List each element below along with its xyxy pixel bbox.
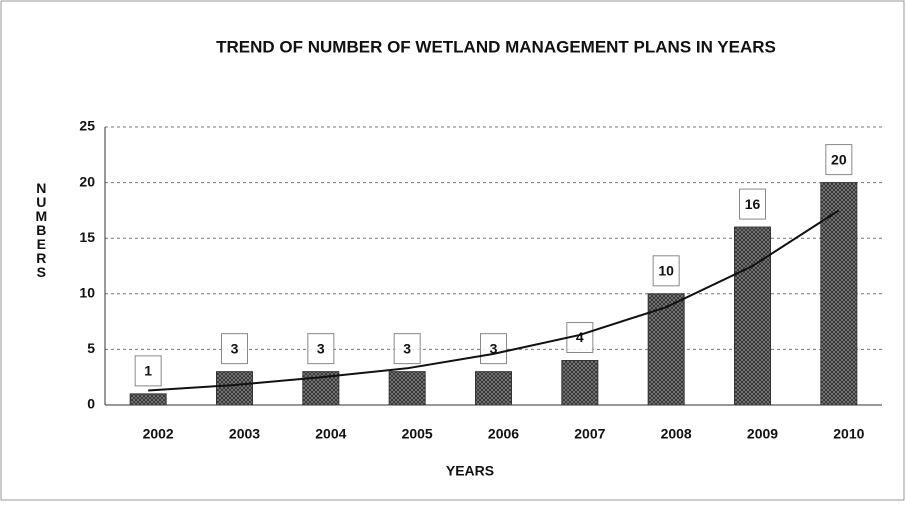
y-tick-label: 5 — [87, 340, 95, 356]
data-label: 1 — [144, 363, 152, 379]
x-tick-label: 2006 — [488, 426, 519, 442]
y-tick-label: 20 — [79, 173, 95, 189]
data-label-box — [307, 333, 335, 365]
data-label: 16 — [745, 196, 761, 212]
data-label: 3 — [403, 340, 411, 356]
data-label: 4 — [576, 329, 584, 345]
y-tick-label: 25 — [79, 118, 95, 134]
y-axis-label: NUMBERS — [33, 180, 49, 278]
data-label-box — [480, 333, 507, 365]
x-axis-label: YEARS — [446, 463, 494, 479]
bar — [820, 182, 858, 406]
bar — [561, 360, 599, 406]
x-tick-label: 2004 — [315, 426, 346, 442]
bar — [475, 371, 512, 406]
data-label-box — [134, 355, 162, 387]
data-label: 20 — [831, 151, 847, 167]
trend-line — [148, 209, 840, 392]
data-label-box — [221, 333, 248, 365]
data-label-box — [393, 333, 421, 365]
bar — [129, 393, 167, 406]
bar — [647, 293, 685, 406]
x-tick-label: 2008 — [661, 426, 692, 442]
x-tick-label: 2009 — [747, 426, 778, 442]
data-label: 3 — [231, 340, 239, 356]
data-label: 3 — [490, 340, 498, 356]
y-tick-label: 10 — [79, 285, 95, 301]
x-tick-label: 2002 — [143, 426, 174, 442]
y-tick-label: 0 — [87, 396, 95, 412]
x-tick-label: 2005 — [402, 426, 433, 442]
bar — [216, 371, 253, 406]
data-label: 3 — [317, 340, 325, 356]
data-label-box — [739, 188, 766, 220]
x-tick-label: 2003 — [229, 426, 260, 442]
x-tick-label: 2007 — [574, 426, 605, 442]
data-label-box — [652, 255, 680, 287]
x-tick-label: 2010 — [833, 426, 864, 442]
bar — [734, 226, 771, 406]
y-tick-label: 15 — [79, 229, 95, 245]
data-label: 10 — [658, 263, 674, 279]
data-label-box — [825, 144, 853, 176]
bar — [388, 371, 426, 406]
chart-title: TREND OF NUMBER OF WETLAND MANAGEMENT PL… — [216, 37, 776, 56]
